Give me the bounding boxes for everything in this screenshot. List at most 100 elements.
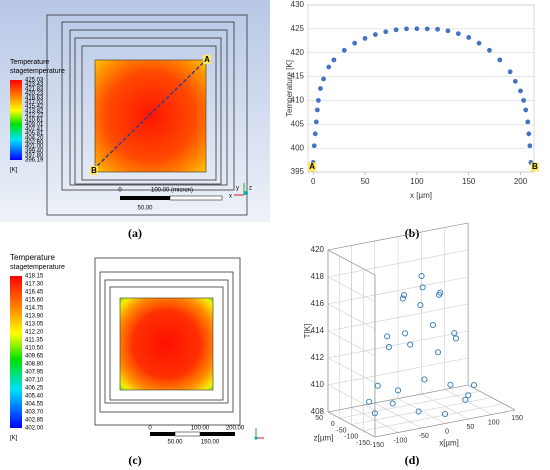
data-point xyxy=(526,131,532,137)
data-point xyxy=(476,40,482,46)
legend-subtitle: stagetemperature xyxy=(10,68,65,75)
data-point xyxy=(421,376,428,383)
y-tick-label: 405 xyxy=(291,119,305,128)
data-point xyxy=(462,396,469,403)
z-tick-label: 0 xyxy=(331,421,335,428)
caption: (a) xyxy=(128,226,142,240)
legend-label: 402.85 xyxy=(25,418,44,424)
data-point xyxy=(315,98,321,103)
data-point xyxy=(321,76,326,82)
data-point xyxy=(429,321,436,328)
color-bar xyxy=(10,80,22,160)
data-point xyxy=(399,295,406,302)
data-point xyxy=(393,27,399,33)
x-tick-label: 100 xyxy=(410,177,424,186)
data-point xyxy=(394,387,402,394)
caption: (c) xyxy=(128,453,141,467)
annotation: B xyxy=(532,162,538,171)
data-point xyxy=(341,47,347,53)
x-tick-label: 50 xyxy=(467,424,475,431)
legend-label: 421.83 xyxy=(25,86,44,92)
scale-label: 50.00 xyxy=(167,440,183,446)
triad-label: z xyxy=(249,186,252,192)
legend-unit: [K] xyxy=(10,436,18,442)
box-edge xyxy=(374,409,516,438)
scale-label: 0 xyxy=(118,188,122,194)
data-point xyxy=(314,107,320,113)
legend-label: 417.02 xyxy=(25,100,44,106)
x-tick-label: 0 xyxy=(311,177,316,186)
legend-label: 405.81 xyxy=(25,131,44,137)
data-point xyxy=(518,88,523,94)
data-point xyxy=(465,392,472,399)
data-point xyxy=(525,119,531,125)
x-tick-label: -150 xyxy=(370,442,384,449)
box-edge xyxy=(327,384,469,413)
scale-label: 100.00 (micron) xyxy=(151,188,193,194)
triad-label: x xyxy=(229,194,232,200)
data-point xyxy=(415,408,422,415)
legend-label: 420.23 xyxy=(25,91,44,97)
data-point xyxy=(418,272,425,280)
legend-label: 399.40 xyxy=(25,149,44,155)
x-tick-label: 0 xyxy=(445,428,449,435)
legend-label: 413.82 xyxy=(25,109,44,115)
legend-label: 415.60 xyxy=(25,298,44,304)
data-point xyxy=(318,86,323,91)
data-point xyxy=(512,78,518,84)
data-point xyxy=(384,333,391,340)
x-tick-label: 150 xyxy=(511,415,523,422)
legend-label: 406.25 xyxy=(25,386,44,392)
z-tick-label: 50 xyxy=(315,415,323,422)
data-point xyxy=(523,107,529,113)
plot-frame xyxy=(307,4,535,173)
y-tick-label: 395 xyxy=(291,167,305,176)
annotation-box xyxy=(308,162,317,172)
legend-label: 405.40 xyxy=(25,394,44,400)
data-point xyxy=(312,131,318,137)
panel-c-geometry xyxy=(94,257,264,440)
legend-label: 418.63 xyxy=(25,95,44,101)
data-point xyxy=(521,98,527,103)
legend-label: 410.61 xyxy=(25,118,44,124)
data-point xyxy=(352,40,358,46)
data-point xyxy=(447,381,454,388)
scale-label: 200.00 xyxy=(226,426,245,432)
y-tick-label: 416 xyxy=(311,299,325,308)
y-tick-label: 420 xyxy=(291,48,305,57)
legend-label: 407.95 xyxy=(25,370,44,376)
legend-unit: [K] xyxy=(10,168,18,174)
legend-label: 404.20 xyxy=(25,135,44,141)
data-point xyxy=(372,32,378,37)
data-point xyxy=(466,35,472,40)
y-tick-label: 420 xyxy=(311,245,325,254)
legend-label: 412.20 xyxy=(25,330,44,336)
data-point xyxy=(313,119,319,125)
data-point xyxy=(455,31,461,37)
data-point xyxy=(383,29,389,35)
legend-title: Temperature xyxy=(10,253,55,262)
scale-label: 150.00 xyxy=(201,440,220,446)
legend-label: 413.90 xyxy=(25,314,44,320)
data-point xyxy=(326,64,332,70)
legend-label: 416.45 xyxy=(25,290,44,296)
y-tick-label: 410 xyxy=(291,96,305,105)
z-tick-label: -150 xyxy=(356,440,370,447)
legend-subtitle: stagetemperature xyxy=(10,264,65,271)
legend-label: 408.80 xyxy=(25,362,44,368)
box-edge xyxy=(467,384,516,411)
data-point xyxy=(414,26,420,32)
x-tick-label: 150 xyxy=(462,177,476,186)
data-point xyxy=(374,382,381,389)
data-point xyxy=(362,36,368,41)
data-point xyxy=(402,330,409,337)
data-point xyxy=(366,398,373,405)
legend-label: 404.55 xyxy=(25,402,44,408)
x-tick-label: 200 xyxy=(514,177,528,186)
label-b: B xyxy=(91,166,97,175)
label-a: A xyxy=(204,55,210,64)
data-point xyxy=(424,26,430,32)
legend-label: 409.01 xyxy=(25,122,44,128)
data-point xyxy=(331,57,337,63)
legend-label: 407.41 xyxy=(25,126,44,132)
